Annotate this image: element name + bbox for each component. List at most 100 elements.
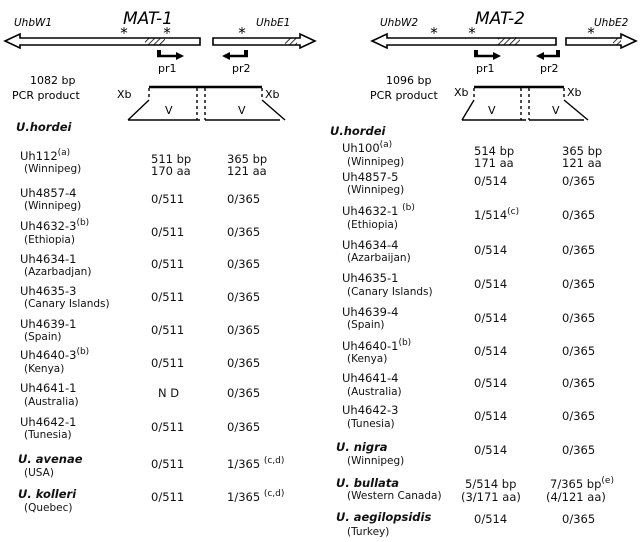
- strain-location: (Tunesia): [24, 429, 72, 441]
- mat1-site-star-1: *: [120, 24, 128, 42]
- strain-name: Uh100(a): [342, 140, 393, 155]
- be-value: 0/365: [562, 208, 596, 222]
- strain-location: (Quebec): [24, 502, 73, 514]
- strain-name: Uh4857-4: [20, 186, 77, 200]
- bw-value: 0/514: [474, 376, 508, 390]
- mat2-v-label-1: V: [488, 104, 496, 117]
- mat1-xb-left: Xb: [117, 88, 132, 101]
- bw-value: 0/514: [474, 443, 508, 457]
- strain-name: Uh4639-1: [20, 317, 77, 331]
- be-value: 0/365: [227, 290, 261, 304]
- be-value: 0/365: [562, 376, 596, 390]
- mat1-site-star-3: *: [238, 24, 246, 42]
- mat2-product-label: PCR product: [370, 89, 438, 102]
- bw-value: 0/511: [151, 420, 185, 434]
- mat1-primer2-arrow: [222, 50, 248, 60]
- strain-name: Uh4632-3(b): [20, 218, 90, 233]
- be-value: 0/365: [227, 356, 261, 370]
- be-value: 0/365: [227, 192, 261, 206]
- species-name: U. aegilopsidis: [336, 510, 432, 524]
- bw-value: 0/511: [151, 225, 185, 239]
- mat1-bw-gene-arrow: [3, 32, 201, 50]
- strain-name: Uh4639-4: [342, 305, 399, 319]
- be-value-aa: 121 aa: [227, 164, 267, 178]
- strain-location: (Azarbadjan): [24, 266, 92, 278]
- strain-location: (Ethiopia): [347, 219, 398, 231]
- strain-location: (Ethiopia): [24, 234, 75, 246]
- mat2-diagram: MAT-2 UhbW2 UhbE2 * * * pr1 pr2 1096 bp …: [370, 9, 638, 121]
- be-value: 365 bp: [227, 152, 268, 166]
- mat1-be-gene-arrow: [212, 32, 317, 50]
- bw-value: 0/514: [474, 512, 508, 526]
- strain-name: Uh4634-4: [342, 238, 399, 252]
- strain-name: Uh4642-3: [342, 403, 399, 417]
- be-value: 0/365: [227, 225, 261, 239]
- mat2-primer2-label: pr2: [540, 62, 559, 75]
- bw-value: 5/514 bp: [465, 477, 517, 491]
- mat1-primer1-arrow: [157, 50, 184, 60]
- bw-value: 0/514: [474, 409, 508, 423]
- mat1-zoom-lines: [127, 88, 286, 121]
- bw-value: 0/514: [474, 174, 508, 188]
- strain-location: (Australia): [24, 396, 79, 408]
- be-value: 1/365 (c,d): [227, 456, 285, 471]
- be-value: 0/365: [227, 420, 261, 434]
- mat1-primer1-label: pr1: [158, 62, 177, 75]
- bw-value: 0/514: [474, 311, 508, 325]
- mat2-site-star-3: *: [587, 24, 595, 42]
- bw-value: 0/511: [151, 257, 185, 271]
- mat1-gene-left-label: UhbW1: [14, 17, 52, 29]
- be-value: 0/365: [562, 243, 596, 257]
- be-value: 0/365: [562, 512, 596, 526]
- mat2-species-header: U.hordei: [330, 124, 386, 138]
- be-value: 365 bp: [562, 144, 603, 158]
- strain-location: (Kenya): [24, 363, 65, 375]
- bw-value: 0/514: [474, 277, 508, 291]
- strain-location: (Winnipeg): [347, 184, 405, 196]
- strain-location: (Winnipeg): [24, 200, 82, 212]
- mat2-product-size: 1096 bp: [386, 74, 431, 87]
- mat1-v-label-2: V: [238, 104, 246, 117]
- bw-value: N D: [158, 386, 180, 400]
- species-name: U. bullata: [336, 476, 400, 490]
- bw-value: 511 bp: [151, 152, 192, 166]
- mat2-site-star-1: *: [430, 24, 438, 42]
- be-value: 0/365: [227, 386, 261, 400]
- mat1-site-star-2: *: [163, 24, 171, 42]
- bw-value: 0/511: [151, 192, 185, 206]
- mat2-v-label-2: V: [552, 104, 560, 117]
- strain-location: (Western Canada): [347, 490, 442, 502]
- be-value: 0/365: [562, 277, 596, 291]
- strain-name: Uh4641-1: [20, 381, 77, 395]
- bw-value: 0/514: [474, 344, 508, 358]
- strain-name: Uh4857-5: [342, 170, 399, 184]
- mat1-species-header: U.hordei: [16, 120, 72, 134]
- bw-value: 0/511: [151, 356, 185, 370]
- strain-location: (Canary Islands): [347, 286, 433, 298]
- strain-location: (Turkey): [347, 526, 390, 538]
- mat2-primer1-arrow: [474, 50, 501, 60]
- bw-value: 0/511: [151, 290, 185, 304]
- bw-value-aa: 170 aa: [151, 164, 191, 178]
- strain-name: Uh4632-1 (b): [342, 203, 415, 218]
- mat1-gene-right-label: UhbE1: [256, 17, 290, 29]
- strain-location: (Winnipeg): [347, 455, 405, 467]
- strain-location: (Azarbaijan): [347, 252, 411, 264]
- bw-value-aa: 171 aa: [474, 156, 514, 170]
- strain-name: Uh4642-1: [20, 415, 77, 429]
- strain-location: (Tunesia): [347, 418, 395, 430]
- be-value: 0/365: [227, 323, 261, 337]
- bw-value-aa: (3/171 aa): [461, 490, 521, 504]
- strain-location: (Winnipeg): [347, 156, 405, 168]
- be-value: 1/365 (c,d): [227, 489, 285, 504]
- strain-location: (Kenya): [347, 353, 388, 365]
- mat2-xb-right: Xb: [567, 86, 582, 99]
- mat1-product-size: 1082 bp: [30, 74, 75, 87]
- be-value: 0/365: [562, 311, 596, 325]
- species-name: U. kolleri: [18, 487, 77, 501]
- be-value: 0/365: [562, 174, 596, 188]
- strain-name: Uh112(a): [20, 148, 71, 163]
- mat1-primer2-label: pr2: [232, 62, 251, 75]
- mat2-zoom-lines: [461, 88, 589, 121]
- mat2-title: MAT-2: [475, 9, 525, 29]
